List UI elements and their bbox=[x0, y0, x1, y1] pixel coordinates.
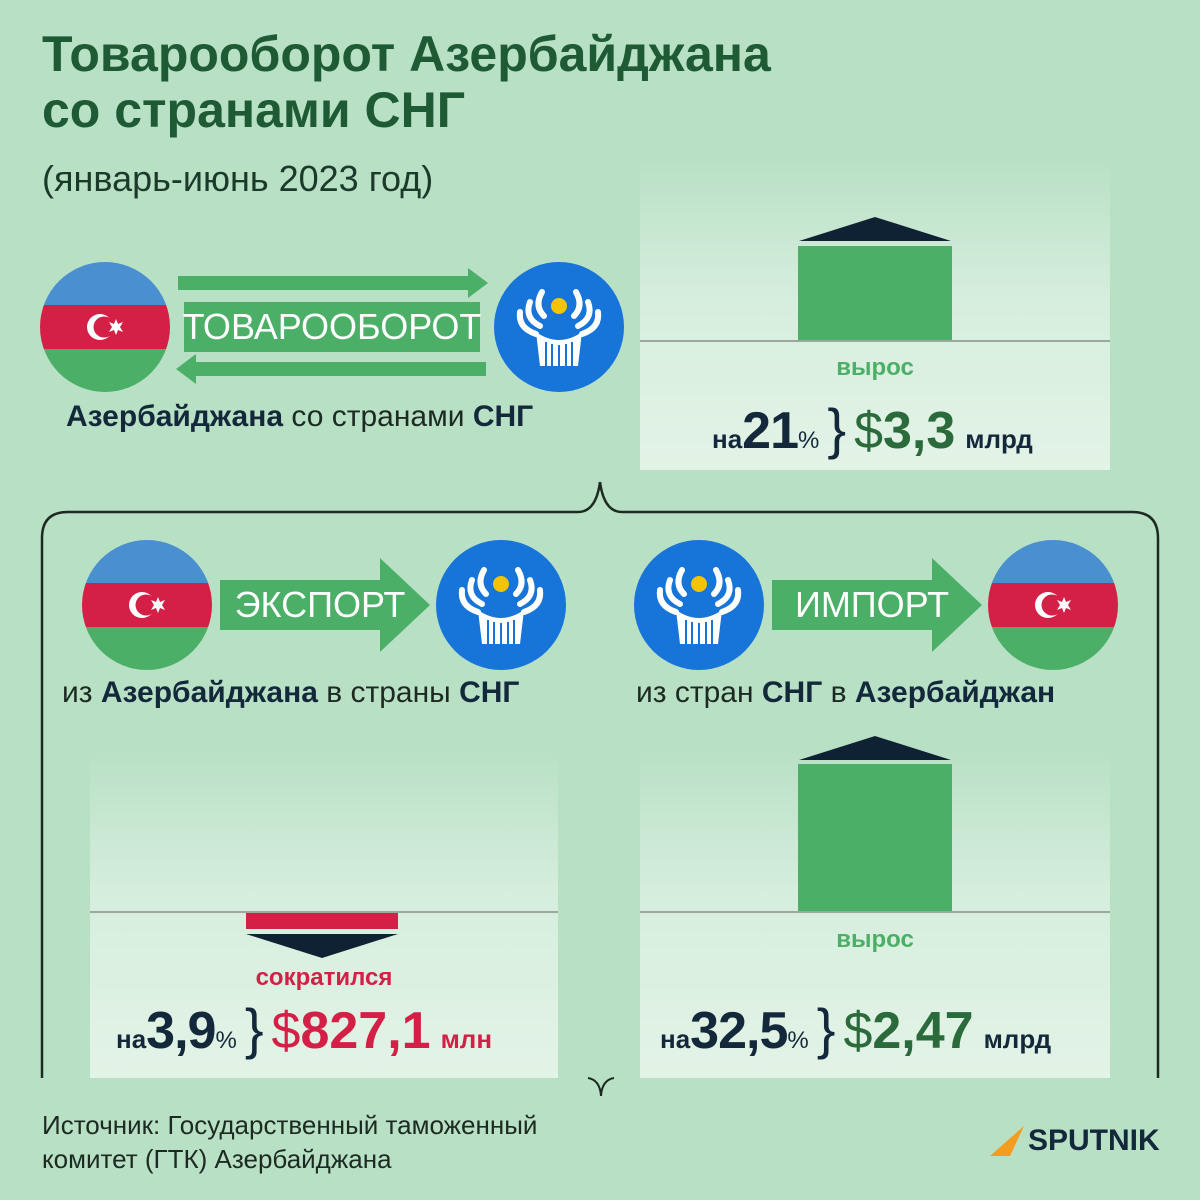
export-prefix: на bbox=[116, 1024, 147, 1054]
export-desc-country: Азербайджана bbox=[100, 676, 318, 709]
turnover-percent: 21 bbox=[742, 402, 799, 460]
import-desc-country: Азербайджан bbox=[854, 676, 1056, 709]
turnover-desc-mid: со странами bbox=[291, 400, 465, 433]
import-stat: на 32,5 % } $ 2,47 млрд bbox=[660, 996, 1051, 1061]
import-percent-sign: % bbox=[787, 1027, 809, 1054]
import-label: ИМПОРТ bbox=[794, 584, 950, 625]
turnover-desc-cis: СНГ bbox=[472, 400, 534, 433]
export-unit: млн bbox=[440, 1024, 493, 1054]
import-desc-cis: СНГ bbox=[761, 676, 823, 709]
export-currency: $ bbox=[271, 1002, 301, 1060]
export-bar bbox=[246, 913, 398, 929]
turnover-stat: на 21 % } $ 3,3 млрд bbox=[712, 396, 1033, 461]
import-change-word: вырос bbox=[836, 926, 914, 953]
export-percent-sign: % bbox=[215, 1027, 237, 1054]
turnover-desc-country: Азербайджана bbox=[66, 400, 284, 433]
source-line-2: комитет (ГТК) Азербайджана bbox=[42, 1144, 392, 1174]
import-desc-from: из стран bbox=[636, 676, 754, 709]
export-description: из Азербайджана в страны СНГ bbox=[62, 676, 519, 710]
page-title: Товарооборот Азербайджана со странами СН… bbox=[42, 26, 771, 138]
turnover-currency: $ bbox=[854, 402, 883, 460]
bracket-notch bbox=[587, 1077, 615, 1097]
up-triangle-icon bbox=[799, 217, 951, 241]
turnover-baseline bbox=[640, 340, 1110, 342]
period-subtitle: (январь-июнь 2023 год) bbox=[42, 158, 434, 199]
cis-emblem-icon bbox=[436, 540, 566, 670]
import-baseline bbox=[640, 911, 1110, 913]
cis-emblem-icon bbox=[634, 540, 764, 670]
source-note: Источник: Государственный таможенный ком… bbox=[42, 1108, 537, 1176]
import-bar bbox=[798, 764, 952, 912]
brand-name: SPUTNIK bbox=[1028, 1124, 1160, 1157]
down-triangle-icon bbox=[246, 934, 398, 958]
import-description: из стран СНГ в Азербайджан bbox=[636, 676, 1055, 710]
turnover-percent-sign: % bbox=[798, 427, 820, 454]
export-percent: 3,9 bbox=[146, 1002, 216, 1060]
source-line-1: Источник: Государственный таможенный bbox=[42, 1110, 538, 1140]
azerbaijan-flag-icon bbox=[82, 540, 212, 670]
export-stat: на 3,9 % } $ 827,1 млн bbox=[116, 996, 492, 1061]
import-desc-to: в bbox=[830, 676, 847, 709]
sputnik-logo: SPUTNIK bbox=[990, 1124, 1160, 1158]
azerbaijan-flag-icon bbox=[988, 540, 1118, 670]
import-prefix: на bbox=[660, 1024, 691, 1054]
sputnik-logo-icon bbox=[990, 1126, 1024, 1156]
export-desc-to: в страны bbox=[326, 676, 451, 709]
bracket-frame bbox=[40, 481, 1160, 1078]
turnover-arrows-icon bbox=[176, 268, 488, 384]
turnover-label-box: ТОВАРООБОРОТ bbox=[183, 302, 481, 352]
brace-icon: } bbox=[827, 397, 847, 460]
import-unit: млрд bbox=[983, 1024, 1052, 1054]
turnover-description: Азербайджана со странами СНГ bbox=[66, 400, 533, 434]
turnover-bar bbox=[798, 246, 952, 341]
up-triangle-icon bbox=[799, 736, 951, 760]
export-baseline bbox=[90, 911, 558, 913]
export-desc-from: из bbox=[62, 676, 93, 709]
title-line-2: со странами СНГ bbox=[42, 82, 466, 138]
import-amount: 2,47 bbox=[872, 1002, 974, 1060]
brace-icon: } bbox=[816, 997, 836, 1060]
turnover-prefix: на bbox=[712, 424, 743, 454]
azerbaijan-flag-icon bbox=[40, 262, 170, 392]
turnover-unit: млрд bbox=[965, 424, 1033, 454]
export-change-word: сократился bbox=[255, 964, 393, 991]
turnover-change-word: вырос bbox=[836, 354, 914, 381]
export-arrow-icon bbox=[220, 558, 430, 652]
turnover-amount: 3,3 bbox=[882, 402, 956, 460]
import-currency: $ bbox=[843, 1002, 873, 1060]
brace-icon: } bbox=[244, 997, 264, 1060]
cis-emblem-icon bbox=[494, 262, 624, 392]
import-percent: 32,5 bbox=[690, 1002, 788, 1060]
export-label: ЭКСПОРТ bbox=[234, 584, 406, 625]
title-line-1: Товарооборот Азербайджана bbox=[42, 26, 771, 82]
import-arrow-icon bbox=[772, 558, 982, 652]
export-amount: 827,1 bbox=[300, 1002, 431, 1060]
export-desc-cis: СНГ bbox=[459, 676, 520, 709]
